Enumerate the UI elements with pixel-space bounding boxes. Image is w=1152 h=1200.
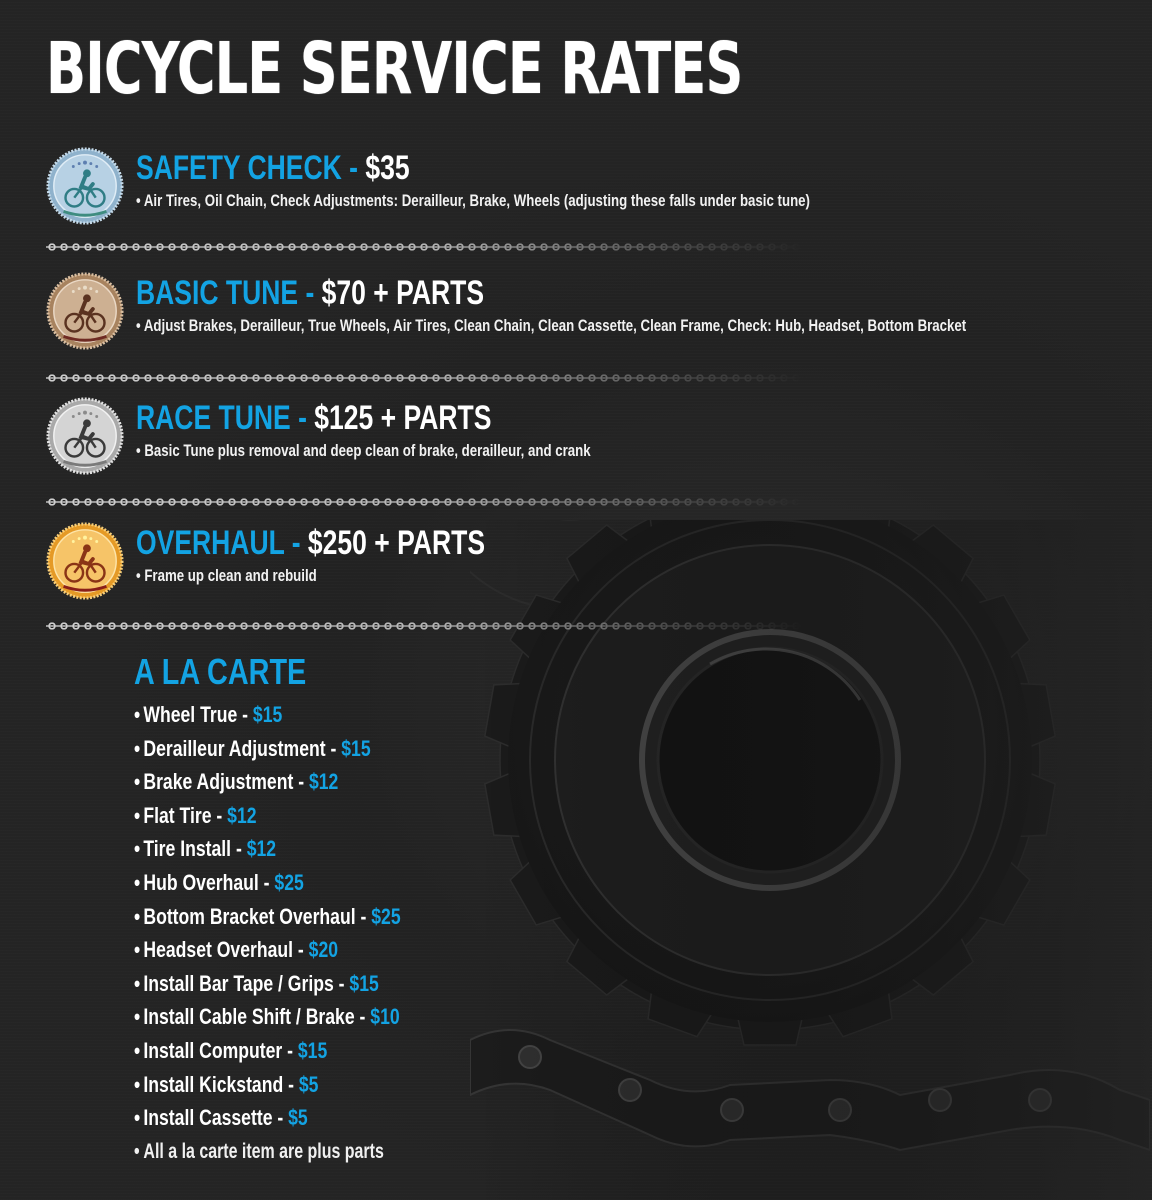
item-price: $12 bbox=[227, 802, 257, 828]
item-separator: - bbox=[354, 1004, 371, 1030]
service-price: $35 bbox=[365, 149, 410, 187]
list-item: • Brake Adjustment - $12 bbox=[134, 765, 401, 799]
item-name: Hub Overhaul bbox=[143, 869, 259, 895]
item-name: Bottom Bracket Overhaul bbox=[143, 903, 356, 929]
bullet: • bbox=[134, 802, 141, 828]
item-separator: - bbox=[325, 735, 342, 761]
service-dash: - bbox=[284, 524, 308, 562]
bullet: • bbox=[134, 1037, 141, 1063]
bullet: • bbox=[134, 702, 141, 727]
item-name: Flat Tire bbox=[143, 802, 212, 828]
item-name: Headset Overhaul bbox=[143, 937, 294, 963]
list-item: • Flat Tire - $12 bbox=[134, 799, 401, 833]
service-heading: OVERHAUL - $250 + PARTS bbox=[136, 526, 485, 560]
service-name: RACE TUNE bbox=[136, 399, 291, 437]
chain-divider bbox=[46, 372, 806, 384]
item-name: Install Cable Shift / Brake bbox=[143, 1004, 355, 1030]
item-price: $12 bbox=[246, 836, 277, 862]
a-la-carte-section: A LA CARTE • Wheel True - $15 • Derailleur… bbox=[134, 654, 467, 1168]
item-name: Brake Adjustment bbox=[143, 769, 294, 795]
item-name: Tire Install bbox=[143, 836, 232, 862]
item-separator: - bbox=[231, 836, 247, 862]
page-title: BICYCLE SERVICE RATES bbox=[46, 27, 743, 111]
service-heading: BASIC TUNE - $70 + PARTS bbox=[136, 276, 484, 310]
gold-medal-icon bbox=[46, 522, 124, 600]
chain-divider bbox=[46, 496, 806, 508]
list-item: • Install Bar Tape / Grips - $15 bbox=[134, 967, 401, 1001]
service-name: OVERHAUL bbox=[136, 524, 285, 562]
service-description: • Adjust Brakes, Derailleur, True Wheels… bbox=[136, 316, 967, 335]
list-item: • Tire Install - $12 bbox=[134, 832, 401, 866]
item-separator: - bbox=[237, 702, 253, 727]
item-name: Install Kickstand bbox=[143, 1071, 284, 1097]
bronze-medal-icon bbox=[46, 272, 124, 350]
item-price: $10 bbox=[370, 1004, 400, 1030]
bullet: • bbox=[134, 903, 141, 929]
item-price: $25 bbox=[274, 869, 304, 895]
item-price: $5 bbox=[298, 1071, 319, 1097]
service-description: • Basic Tune plus removal and deep clean… bbox=[136, 441, 591, 460]
list-item: • Headset Overhaul - $20 bbox=[134, 933, 401, 967]
a-la-carte-list: • Wheel True - $15 • Derailleur Adjustment… bbox=[134, 698, 467, 1135]
bullet: • bbox=[134, 769, 141, 795]
bullet: • bbox=[134, 970, 141, 996]
bullet: • bbox=[134, 735, 141, 761]
list-item: • Install Kickstand - $5 bbox=[134, 1068, 401, 1102]
item-name: Wheel True bbox=[143, 702, 238, 727]
item-name: Install Computer bbox=[143, 1037, 283, 1063]
service-dash: - bbox=[290, 399, 315, 437]
item-price: $12 bbox=[308, 769, 339, 795]
list-item: • Install Cassette - $5 bbox=[134, 1101, 401, 1135]
service-price: $70 + PARTS bbox=[321, 274, 485, 312]
bullet: • bbox=[134, 1004, 141, 1030]
service-dash: - bbox=[298, 274, 322, 312]
bullet: • bbox=[134, 836, 141, 862]
silver-medal-icon bbox=[46, 397, 124, 475]
item-separator: - bbox=[282, 1037, 298, 1063]
a-la-carte-title: A LA CARTE bbox=[134, 651, 307, 692]
service-heading: SAFETY CHECK - $35 bbox=[136, 151, 410, 185]
item-price: $5 bbox=[288, 1105, 308, 1131]
item-price: $15 bbox=[297, 1037, 328, 1063]
item-separator: - bbox=[211, 802, 228, 828]
item-separator: - bbox=[293, 937, 309, 963]
item-price: $15 bbox=[349, 970, 379, 996]
item-separator: - bbox=[333, 970, 350, 996]
list-item: • Install Cable Shift / Brake - $10 bbox=[134, 1000, 401, 1034]
service-heading: RACE TUNE - $125 + PARTS bbox=[136, 401, 491, 435]
service-price: $125 + PARTS bbox=[314, 399, 492, 437]
list-item: • Wheel True - $15 bbox=[134, 698, 401, 732]
list-item: • Bottom Bracket Overhaul - $25 bbox=[134, 900, 401, 934]
item-price: $15 bbox=[341, 735, 371, 761]
service-description: • Frame up clean and rebuild bbox=[136, 566, 317, 585]
item-separator: - bbox=[258, 869, 275, 895]
a-la-carte-note: • All a la carte item are plus parts bbox=[134, 1139, 384, 1163]
service-description: • Air Tires, Oil Chain, Check Adjustment… bbox=[136, 191, 810, 210]
item-separator: - bbox=[293, 769, 309, 795]
chain-divider bbox=[46, 241, 806, 253]
silver-blue-medal-icon bbox=[46, 147, 124, 225]
service-dash: - bbox=[341, 149, 366, 187]
item-price: $25 bbox=[371, 903, 401, 929]
bullet: • bbox=[134, 1105, 141, 1131]
list-item: • Install Computer - $15 bbox=[134, 1034, 401, 1068]
service-name: SAFETY CHECK bbox=[136, 149, 342, 187]
list-item: • Derailleur Adjustment - $15 bbox=[134, 732, 401, 766]
item-separator: - bbox=[355, 903, 372, 929]
item-price: $15 bbox=[252, 702, 283, 727]
bullet: • bbox=[134, 937, 141, 963]
service-name: BASIC TUNE bbox=[136, 274, 299, 312]
service-price: $250 + PARTS bbox=[307, 524, 486, 562]
bullet: • bbox=[134, 1071, 141, 1097]
item-separator: - bbox=[272, 1105, 289, 1131]
item-name: Install Bar Tape / Grips bbox=[143, 970, 334, 996]
item-price: $20 bbox=[308, 937, 339, 963]
item-name: Derailleur Adjustment bbox=[143, 735, 326, 761]
item-name: Install Cassette bbox=[143, 1105, 273, 1131]
item-separator: - bbox=[283, 1071, 299, 1097]
chain-divider bbox=[46, 620, 806, 632]
list-item: • Hub Overhaul - $25 bbox=[134, 866, 401, 900]
sprocket-gear-illustration bbox=[470, 520, 1150, 1200]
bullet: • bbox=[134, 869, 141, 895]
